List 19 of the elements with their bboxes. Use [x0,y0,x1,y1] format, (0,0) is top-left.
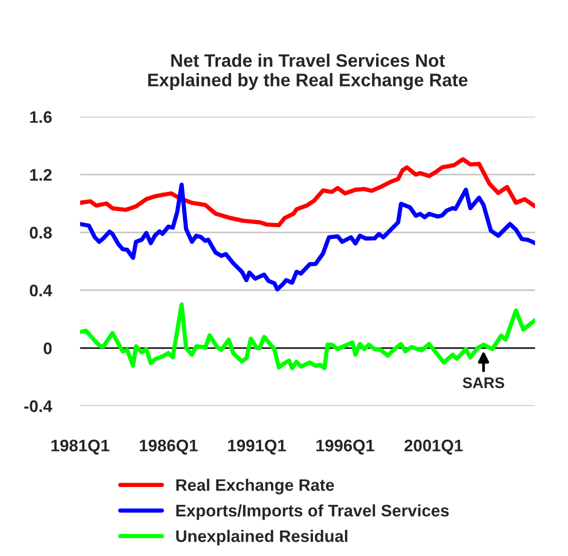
legend-label: Unexplained Residual [176,530,348,546]
x-tick-label: 1996Q1 [316,440,374,455]
line-series [80,157,536,228]
x-tick-label: 2001Q1 [404,440,463,455]
y-tick-label: 0.8 [30,226,52,239]
x-tick-label: 1991Q1 [228,440,286,455]
legend-label: Exports/Imports of Travel Services [176,504,449,520]
x-tick-label: 1986Q1 [140,440,198,455]
y-tick-label: 1.6 [30,111,52,123]
y-tick-label: -0.4 [24,400,52,412]
annotation: SARS [462,377,504,388]
line-series [80,182,536,292]
x-tick-label: 1981Q1 [51,440,110,455]
y-tick-label: 0.4 [30,284,52,296]
legend-label: Real Exchange Rate [176,478,334,494]
chart-title: Net Trade in Travel Services Not Explained by the Real Exchange Rate [148,54,468,90]
y-tick-label: 0 [44,342,52,354]
y-tick-label: 1.2 [30,168,52,181]
line-series [80,302,536,370]
